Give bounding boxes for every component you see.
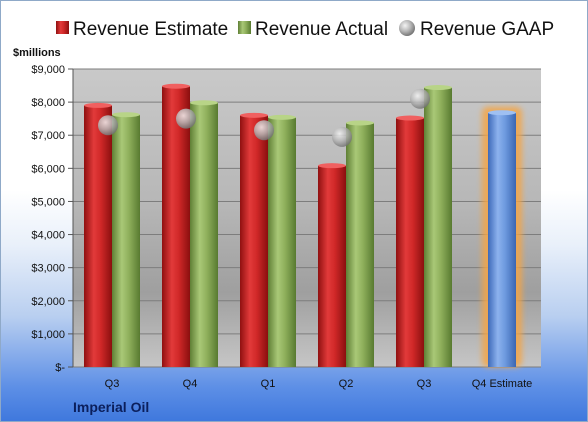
y-tick-label: $- xyxy=(55,362,65,374)
y-tick-label: $3,000 xyxy=(31,263,65,275)
revenue-gaap-marker xyxy=(176,108,196,129)
y-axis-ticks: $- $1,000 $2,000 $3,000 $4,000 $5,000 $6,000 $7… xyxy=(31,64,74,374)
revenue-actual-bar-top xyxy=(112,112,140,118)
revenue-actual-bar-top xyxy=(346,120,374,126)
revenue-estimate-bar-top xyxy=(396,115,424,121)
revenue-estimate-bar-top xyxy=(240,112,268,118)
revenue-estimate-bar xyxy=(318,165,346,367)
bars xyxy=(84,83,522,368)
legend-swatch-revenue-estimate xyxy=(56,21,69,34)
x-category-label: Q4 xyxy=(183,378,198,390)
revenue-estimate-bar-top xyxy=(162,83,190,89)
y-tick-label: $1,000 xyxy=(31,329,65,341)
revenue-actual-bar xyxy=(424,87,452,367)
revenue-actual-bar xyxy=(190,102,218,368)
x-category-label: Q3 xyxy=(105,378,120,390)
legend-item-revenue-actual: Revenue Actual xyxy=(238,19,388,40)
y-tick-label: $7,000 xyxy=(31,130,65,142)
legend-swatch-revenue-actual xyxy=(238,21,251,34)
y-tick-label: $6,000 xyxy=(31,163,65,175)
legend-item-revenue-estimate: Revenue Estimate xyxy=(56,19,228,40)
plot-area xyxy=(73,69,541,367)
legend-label-revenue-estimate: Revenue Estimate xyxy=(73,19,228,40)
x-axis-categories: Q3 Q4 Q1 Q2 Q3 Q4 Estimate xyxy=(105,378,533,390)
q4-estimate-bar xyxy=(488,112,516,367)
revenue-estimate-bar xyxy=(240,115,268,367)
revenue-actual-bar xyxy=(112,114,140,368)
revenue-gaap-marker xyxy=(98,115,118,136)
revenue-estimate-bar-top xyxy=(84,102,112,108)
x-category-label: Q4 Estimate xyxy=(472,378,533,390)
legend-label-revenue-gaap: Revenue GAAP xyxy=(420,19,554,40)
gaap-markers xyxy=(98,88,430,147)
y-tick-label: $9,000 xyxy=(31,64,65,76)
revenue-actual-bar xyxy=(346,122,374,368)
y-tick-label: $8,000 xyxy=(31,97,65,109)
revenue-estimate-bar-top xyxy=(318,163,346,169)
company-name: Imperial Oil xyxy=(73,399,149,415)
legend-label-revenue-actual: Revenue Actual xyxy=(255,19,388,40)
revenue-gaap-marker xyxy=(254,120,274,141)
revenue-actual-bar-top xyxy=(268,114,296,120)
x-category-label: Q1 xyxy=(261,378,276,390)
revenue-estimate-bar xyxy=(84,105,112,367)
legend-item-revenue-gaap: Revenue GAAP xyxy=(399,19,554,40)
legend-marker-revenue-gaap xyxy=(399,20,415,36)
y-tick-label: $4,000 xyxy=(31,230,65,242)
q4-estimate-bar-top xyxy=(488,110,516,116)
revenue-actual-bar-top xyxy=(190,100,218,106)
y-axis-unit-label: $millions xyxy=(13,47,61,59)
x-category-label: Q2 xyxy=(339,378,354,390)
x-category-label: Q3 xyxy=(417,378,432,390)
revenue-estimate-bar xyxy=(162,86,190,368)
revenue-gaap-marker xyxy=(332,126,352,147)
revenue-estimate-bar xyxy=(396,118,424,367)
legend: Revenue Estimate Revenue Actual Revenue … xyxy=(56,19,554,40)
revenue-gaap-marker xyxy=(410,88,430,109)
y-tick-label: $5,000 xyxy=(31,196,65,208)
gridlines xyxy=(73,68,541,368)
y-tick-label: $2,000 xyxy=(31,296,65,308)
revenue-actual-bar xyxy=(268,117,296,367)
revenue-actual-bar-top xyxy=(424,85,452,91)
